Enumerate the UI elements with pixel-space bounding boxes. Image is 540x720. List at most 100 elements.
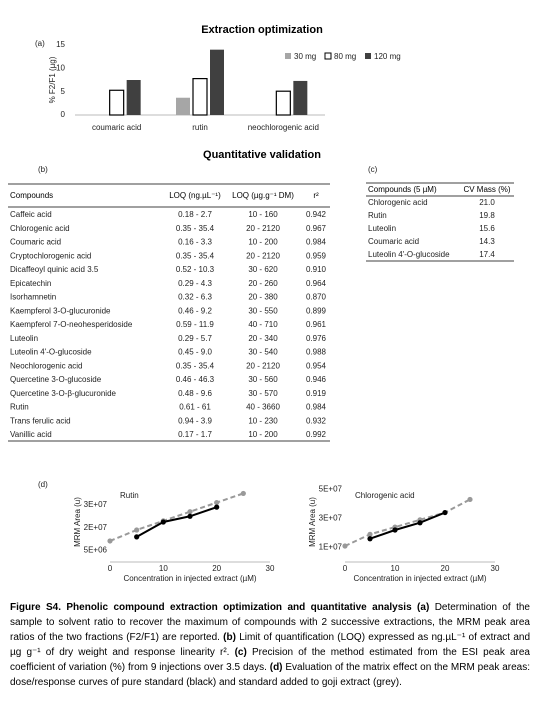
legend-label: 80 mg: [334, 52, 356, 61]
table-cell: 19.8: [479, 211, 495, 220]
caption-label: (d): [269, 662, 283, 673]
table-cell: Rutin: [10, 403, 29, 412]
table-cell: 0.942: [306, 210, 327, 219]
table-cell: 0.35 - 35.4: [176, 224, 215, 233]
table-cell: 0.961: [306, 320, 327, 329]
table-cell: 14.3: [479, 237, 495, 246]
y-tick-label: 2E+07: [84, 523, 108, 532]
y-tick-label: 1E+07: [319, 543, 343, 552]
caption-label: (c): [234, 647, 247, 658]
table-cell: 0.46 - 46.3: [176, 375, 215, 384]
chart-title: Rutin: [120, 491, 139, 500]
data-point: [134, 527, 140, 533]
series-line: [344, 498, 471, 547]
table-cell: 0.94 - 3.9: [178, 416, 212, 425]
x-tick-label: neochlorogenic acid: [248, 123, 319, 132]
series-line: [109, 492, 244, 542]
table-cell: Isorhamnetin: [10, 293, 56, 302]
table-cell: 0.17 - 1.7: [178, 430, 212, 439]
table-cell: 0.967: [306, 224, 327, 233]
table-cell: 0.48 - 9.6: [178, 389, 212, 398]
column-header: LOQ (ng.µL⁻¹): [169, 191, 221, 200]
caption: Figure S4. Phenolic compound extraction …: [10, 600, 530, 690]
table-cell: 40 - 3660: [246, 403, 280, 412]
column-header: Compounds: [10, 191, 53, 200]
column-header: CV Mass (%): [463, 185, 510, 194]
y-axis-label: % F2/F1 (µg): [48, 56, 57, 103]
table-cell: 0.46 - 9.2: [178, 306, 212, 315]
y-axis-label: MRM Area (u): [308, 497, 317, 547]
data-point: [367, 536, 373, 542]
bar: [176, 97, 190, 115]
table-cell: 10 - 200: [248, 238, 278, 247]
table-cell: 17.4: [479, 250, 495, 259]
data-point: [467, 496, 473, 503]
table-cell: 0.29 - 4.3: [178, 279, 212, 288]
panel-label: (c): [368, 165, 378, 174]
data-point: [160, 519, 166, 525]
x-tick-label: coumaric acid: [92, 123, 141, 132]
x-tick-label: 0: [343, 564, 348, 573]
legend-swatch: [324, 52, 332, 60]
table-cell: Luteolin: [10, 334, 38, 343]
table-cell: Neochlorogenic acid: [10, 361, 83, 370]
x-tick-label: rutin: [192, 123, 208, 132]
legend-swatch: [365, 53, 371, 59]
table-cell: 0.988: [306, 348, 327, 357]
table-cell: 0.992: [306, 430, 327, 439]
column-header: r²: [313, 191, 319, 200]
caption-text: Precision of the method estimated from t…: [10, 647, 530, 673]
caption-label: (a): [417, 602, 430, 613]
table-cell: Vanillic acid: [10, 430, 52, 439]
table-cell: 10 - 230: [248, 416, 278, 425]
table-cell: 0.984: [306, 403, 327, 412]
table-cell: 0.35 - 35.4: [176, 361, 215, 370]
table-cell: 20 - 260: [248, 279, 278, 288]
section-title: Quantitative validation: [203, 149, 321, 161]
table-cell: Luteolin 4'-O-glucoside: [368, 250, 450, 259]
x-axis-label: Concentration in injected extract (µM): [123, 574, 256, 583]
y-tick-label: 5E+06: [84, 546, 108, 555]
x-tick-label: 0: [108, 564, 113, 573]
legend-label: 30 mg: [294, 52, 316, 61]
y-tick-label: 3E+07: [319, 513, 343, 522]
table-cell: 20 - 340: [248, 334, 278, 343]
table-cell: 15.6: [479, 224, 495, 233]
table-cell: 10 - 200: [248, 430, 278, 439]
data-point: [367, 531, 373, 537]
table-cell: 0.52 - 10.3: [176, 265, 215, 274]
data-point: [342, 543, 348, 549]
bar: [275, 90, 291, 116]
caption-text: Determination of the sample to solvent r…: [10, 602, 530, 643]
table-cell: Luteolin: [368, 224, 396, 233]
caption-title: Figure S4. Phenolic compound extraction …: [10, 602, 412, 613]
table-cell: 0.59 - 11.9: [176, 320, 214, 329]
chart-title: Chlorogenic acid: [355, 491, 415, 500]
table-cell: Quercetine 3-O-β-glucuronide: [10, 389, 117, 398]
table-cell: 0.35 - 35.4: [176, 251, 215, 260]
panel-label: (a): [35, 39, 45, 48]
table-cell: 20 - 2120: [246, 251, 280, 260]
table-cell: 21.0: [479, 198, 495, 207]
table-cell: 20 - 380: [248, 293, 278, 302]
table-cell: 10 - 160: [248, 210, 278, 219]
table-cell: 0.984: [306, 238, 327, 247]
x-tick-label: 20: [441, 564, 450, 573]
table-cell: Kaempferol 3-O-glucuronide: [10, 306, 111, 315]
caption-text: Evaluation of the matrix effect on the M…: [10, 662, 531, 688]
data-point: [187, 509, 193, 515]
table-cell: Caffeic acid: [10, 210, 52, 219]
y-tick-label: 3E+07: [84, 500, 108, 509]
table-cell: Luteolin 4'-O-glucoside: [10, 348, 92, 357]
table-cell: Epicatechin: [10, 279, 51, 288]
table-cell: Trans ferulic acid: [10, 416, 71, 425]
x-axis-label: Concentration in injected extract (µM): [353, 574, 486, 583]
y-tick-label: 15: [56, 40, 65, 49]
table-cell: 30 - 560: [248, 375, 278, 384]
table-cell: Kaempferol 7-O-neohesperidoside: [10, 320, 133, 329]
x-tick-label: 10: [391, 564, 400, 573]
x-tick-label: 20: [212, 564, 221, 573]
table-cell: 0.910: [306, 265, 327, 274]
table-cell: 0.946: [306, 375, 327, 384]
data-point: [240, 490, 246, 497]
